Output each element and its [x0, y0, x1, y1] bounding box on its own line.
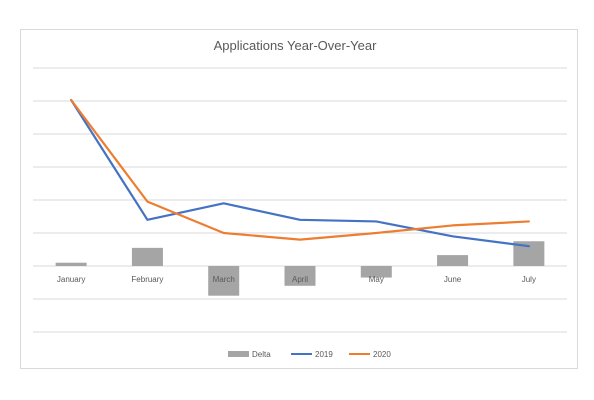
delta-bar-june: [437, 255, 469, 266]
legend-swatch-delta: [228, 351, 249, 357]
x-tick-may: May: [369, 275, 384, 284]
delta-bar-april: [284, 266, 316, 286]
x-tick-march: March: [213, 275, 235, 284]
series-lines: [70, 98, 530, 248]
legend-label-2019: 2019: [315, 350, 333, 359]
x-tick-june: June: [444, 275, 462, 284]
x-tick-february: February: [131, 275, 163, 284]
gridlines: [33, 67, 567, 333]
chart: Applications Year-Over-Year January Febru…: [33, 38, 567, 359]
delta-bar-may: [360, 266, 392, 278]
legend: Delta 2019 2020: [228, 350, 391, 359]
legend-label-delta: Delta: [252, 350, 271, 359]
chart-frame: Applications Year-Over-Year January Febru…: [20, 29, 578, 369]
series-line-2020: [70, 98, 530, 241]
series-line-2019: [70, 98, 530, 248]
delta-bar-february: [131, 247, 163, 266]
delta-bars: [55, 241, 545, 296]
x-tick-january: January: [57, 275, 85, 284]
x-tick-april: April: [292, 275, 308, 284]
delta-bar-march: [208, 266, 240, 296]
delta-bar-january: [55, 262, 87, 266]
x-axis-labels: January February March April May June July: [57, 275, 536, 284]
chart-title: Applications Year-Over-Year: [214, 38, 378, 53]
legend-label-2020: 2020: [373, 350, 391, 359]
x-tick-july: July: [522, 275, 536, 284]
